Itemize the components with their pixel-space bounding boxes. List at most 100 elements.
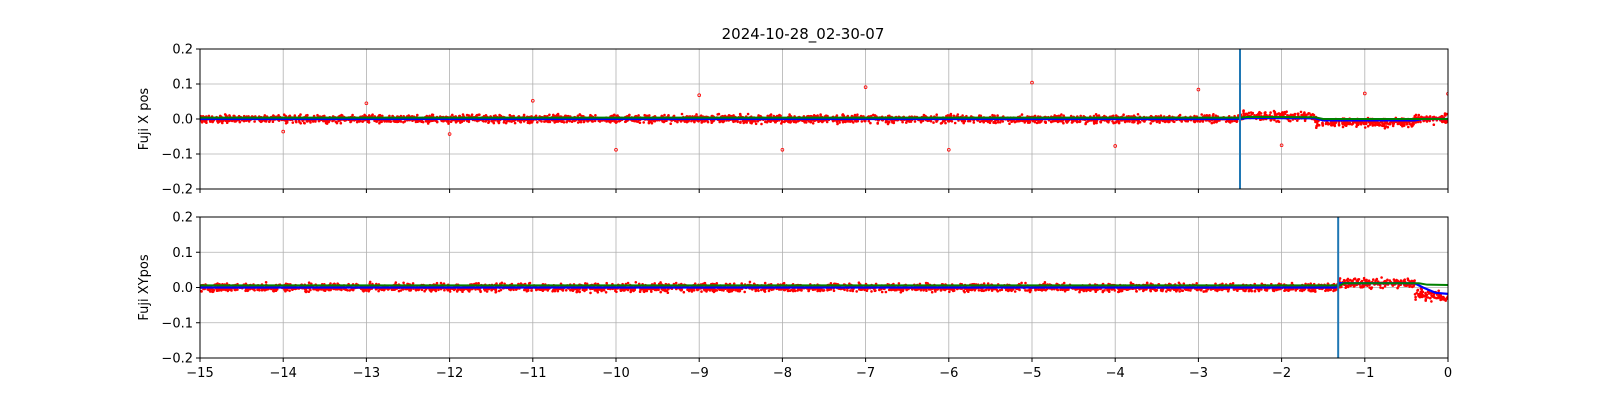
scatter-point: [1285, 110, 1288, 113]
scatter-point: [1344, 122, 1347, 126]
scatter-point: [1289, 119, 1292, 123]
scatter-point: [650, 121, 654, 125]
scatter-point: [519, 120, 523, 124]
scatter-point: [293, 114, 297, 117]
scatter-point: [1138, 120, 1142, 124]
scatter-point: [905, 119, 909, 123]
scatter-point: [887, 288, 891, 292]
scatter-point: [1173, 120, 1176, 124]
scatter-point: [1162, 119, 1166, 123]
scatter-point: [451, 113, 454, 117]
scatter-point: [982, 282, 986, 285]
scatter-point: [661, 120, 664, 123]
scatter-point: [447, 122, 450, 125]
plot-area: [200, 80, 1448, 152]
scatter-point: [570, 120, 574, 123]
scatter-point: [1136, 121, 1140, 125]
scatter-point: [604, 291, 608, 294]
y-tick-label: −0.1: [161, 148, 193, 163]
scatter-point: [1428, 119, 1431, 123]
scatter-point: [807, 119, 810, 123]
outlier-point: [863, 85, 868, 89]
scatter-point: [476, 119, 479, 123]
scatter-point: [813, 288, 817, 291]
scatter-point: [1095, 119, 1099, 123]
scatter-point: [746, 112, 750, 116]
scatter-point: [1392, 121, 1395, 124]
scatter-point: [1136, 113, 1140, 116]
scatter-point: [929, 119, 933, 123]
scatter-point: [972, 121, 976, 124]
scatter-point: [1201, 119, 1204, 123]
scatter-point: [264, 119, 268, 123]
scatter-point: [1296, 119, 1299, 122]
scatter-point: [1043, 281, 1047, 284]
scatter-point: [522, 113, 526, 117]
scatter-point: [530, 121, 534, 124]
chart-panel-2: −0.2−0.10.00.10.2−15 −14 −13 −12 −11 −10 −9 −8−…: [137, 211, 1452, 382]
scatter-point: [1097, 114, 1101, 117]
scatter-point: [284, 122, 288, 125]
scatter-point: [402, 281, 405, 285]
scatter-point: [1283, 112, 1287, 116]
scatter-point: [695, 113, 698, 116]
scatter-point: [979, 114, 983, 118]
scatter-point: [1263, 112, 1267, 115]
scatter-point: [1333, 122, 1337, 126]
scatter-point: [605, 281, 608, 285]
scatter-point: [682, 290, 686, 294]
scatter-point: [1231, 282, 1235, 285]
scatter-point: [426, 122, 430, 125]
scatter-point: [1376, 123, 1379, 126]
scatter-point: [1324, 289, 1327, 293]
trend-line: [200, 115, 1448, 120]
scatter-point: [1300, 113, 1303, 117]
scatter-point: [1059, 288, 1062, 292]
scatter-point: [788, 113, 791, 116]
scatter-point: [637, 114, 640, 117]
scatter-point: [1024, 281, 1027, 285]
scatter-point: [399, 120, 403, 123]
scatter-point: [361, 120, 364, 123]
scatter-point: [1215, 120, 1218, 124]
scatter-point: [562, 121, 566, 124]
scatter-point: [932, 121, 935, 124]
scatter-point: [1366, 124, 1370, 128]
scatter-point: [1359, 122, 1362, 126]
scatter-point: [897, 282, 901, 285]
scatter-point: [1062, 121, 1065, 125]
scatter-point: [804, 121, 808, 124]
scatter-point: [1155, 120, 1159, 124]
scatter-point: [991, 113, 994, 117]
scatter-point: [1391, 124, 1395, 128]
scatter-point: [1105, 119, 1109, 123]
outlier-point: [1113, 144, 1117, 148]
scatter-point: [209, 120, 212, 123]
scatter-point: [431, 113, 435, 117]
scatter-point: [1044, 121, 1047, 124]
scatter-point: [1402, 123, 1406, 127]
outlier-point: [530, 99, 535, 103]
scatter-point: [1397, 122, 1401, 126]
scatter-point: [497, 120, 501, 123]
scatter-point: [456, 119, 459, 123]
scatter-point: [467, 114, 471, 117]
scatter-point: [831, 119, 835, 123]
scatter-point: [414, 120, 418, 124]
scatter-point: [1405, 122, 1409, 126]
y-tick-label: 0.0: [172, 113, 193, 128]
scatter-point: [449, 120, 453, 123]
scatter-point: [325, 122, 329, 125]
scatter-point: [386, 288, 390, 291]
scatter-point: [1306, 113, 1309, 116]
scatter-point: [314, 120, 317, 123]
scatter-point: [1227, 119, 1230, 123]
scatter-point: [367, 289, 371, 293]
scatter-point: [1123, 120, 1127, 124]
scatter-point: [564, 114, 567, 118]
outlier-point: [614, 148, 618, 152]
scatter-point: [1210, 121, 1214, 125]
scatter-point: [1212, 113, 1215, 116]
scatter-point: [295, 120, 298, 124]
